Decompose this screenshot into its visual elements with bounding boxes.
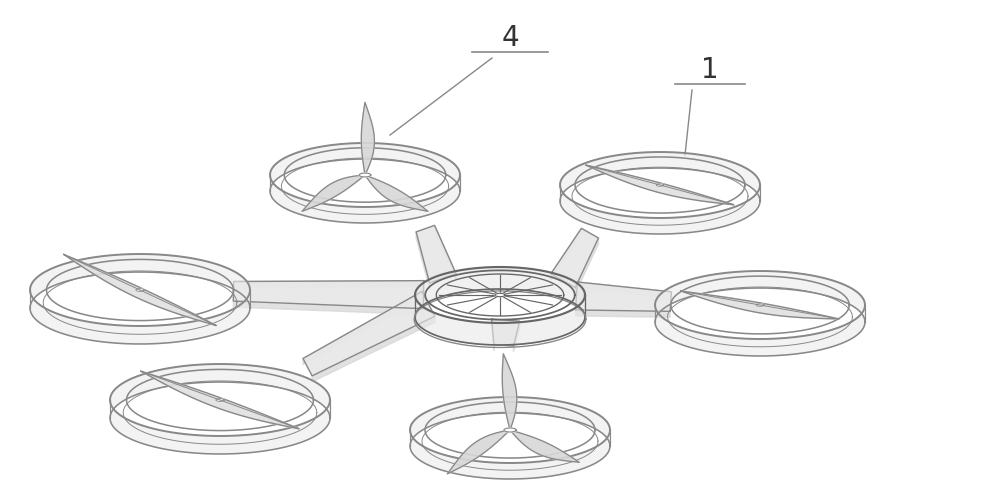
- Polygon shape: [435, 225, 456, 280]
- Polygon shape: [233, 281, 424, 308]
- Polygon shape: [504, 428, 516, 432]
- Polygon shape: [30, 254, 250, 344]
- Polygon shape: [577, 282, 671, 298]
- Polygon shape: [416, 225, 456, 283]
- Polygon shape: [576, 282, 671, 311]
- Polygon shape: [560, 152, 760, 234]
- Polygon shape: [575, 238, 598, 294]
- Polygon shape: [551, 228, 581, 280]
- Polygon shape: [681, 291, 839, 319]
- Polygon shape: [655, 271, 865, 356]
- Polygon shape: [233, 301, 423, 314]
- Polygon shape: [416, 232, 430, 289]
- Polygon shape: [302, 175, 365, 211]
- Polygon shape: [502, 354, 517, 430]
- Polygon shape: [312, 316, 435, 382]
- Polygon shape: [216, 399, 224, 401]
- Polygon shape: [64, 255, 216, 326]
- Polygon shape: [492, 319, 520, 346]
- Polygon shape: [513, 321, 520, 352]
- Polygon shape: [756, 304, 764, 306]
- Polygon shape: [270, 143, 460, 223]
- Polygon shape: [586, 165, 734, 205]
- Polygon shape: [510, 430, 579, 462]
- Polygon shape: [415, 267, 585, 345]
- Polygon shape: [576, 310, 670, 318]
- Polygon shape: [365, 175, 428, 211]
- Polygon shape: [492, 319, 494, 350]
- Polygon shape: [234, 281, 424, 287]
- Polygon shape: [303, 291, 422, 364]
- Polygon shape: [447, 430, 510, 474]
- Polygon shape: [410, 397, 610, 479]
- Polygon shape: [110, 364, 330, 454]
- Polygon shape: [141, 371, 299, 429]
- Polygon shape: [303, 291, 435, 376]
- Text: 4: 4: [501, 24, 519, 52]
- Polygon shape: [656, 184, 664, 186]
- Text: 1: 1: [701, 56, 719, 84]
- Polygon shape: [551, 228, 598, 288]
- Polygon shape: [361, 102, 374, 175]
- Polygon shape: [136, 289, 144, 291]
- Polygon shape: [495, 293, 505, 297]
- Polygon shape: [359, 173, 371, 177]
